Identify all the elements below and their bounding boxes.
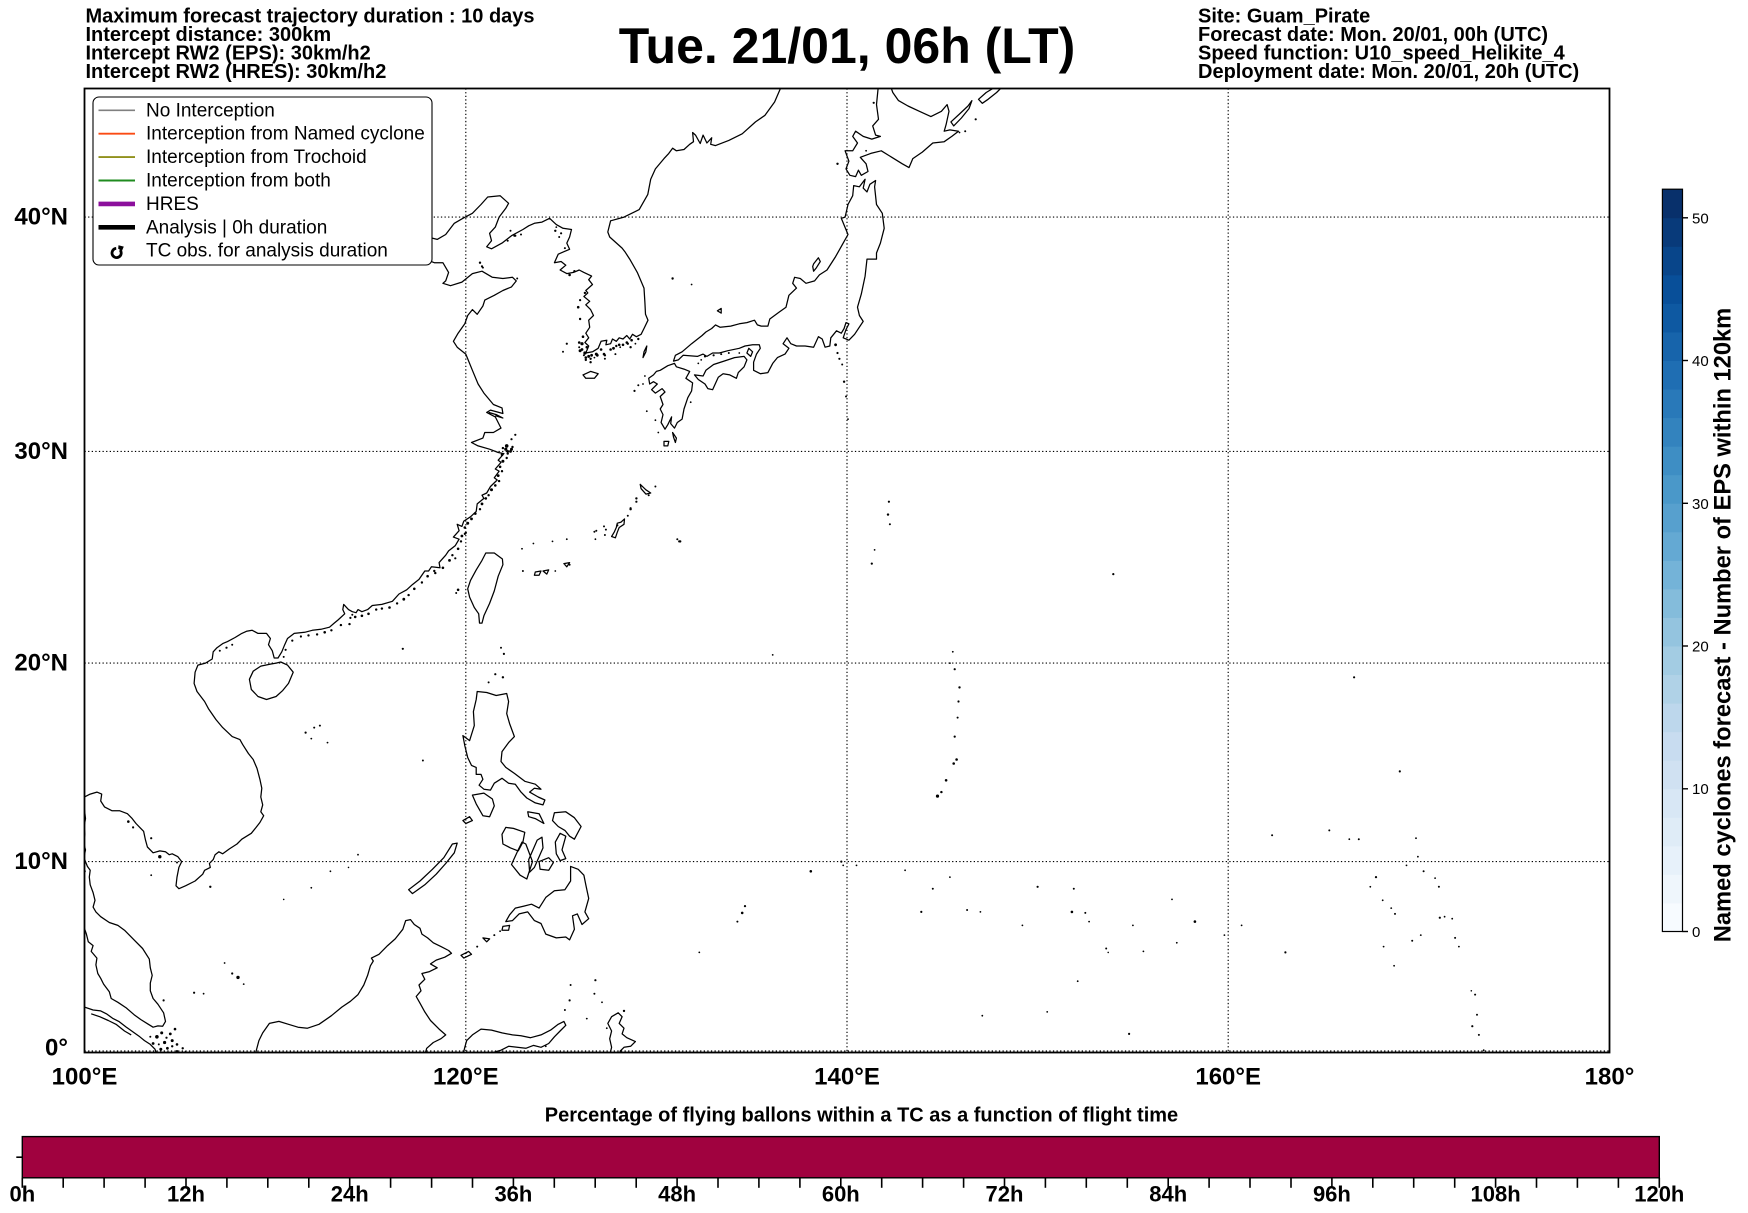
svg-text:Speed function: U10_speed_Heli: Speed function: U10_speed_Helikite_4: [1198, 43, 1566, 65]
svg-text:Site: Guam_Pirate: Site: Guam_Pirate: [1198, 5, 1370, 27]
svg-text:Intercept RW2 (EPS): 30km/h2: Intercept RW2 (EPS): 30km/h2: [86, 43, 371, 65]
svg-text:10°N: 10°N: [14, 848, 68, 875]
svg-text:0: 0: [1692, 924, 1700, 941]
svg-text:120h: 120h: [1634, 1182, 1684, 1207]
svg-text:24h: 24h: [331, 1182, 369, 1207]
svg-text:40: 40: [1692, 353, 1709, 370]
svg-text:Interception from both: Interception from both: [146, 171, 331, 192]
svg-text:48h: 48h: [658, 1182, 696, 1207]
svg-text:10: 10: [1692, 781, 1709, 798]
svg-text:HRES: HRES: [146, 194, 199, 215]
svg-text:Maximum forecast trajectory du: Maximum forecast trajectory duration : 1…: [86, 5, 535, 27]
svg-text:Deployment date: Mon. 20/01, 2: Deployment date: Mon. 20/01, 20h (UTC): [1198, 61, 1579, 83]
svg-text:108h: 108h: [1471, 1182, 1521, 1207]
svg-text:36h: 36h: [494, 1182, 532, 1207]
svg-text:96h: 96h: [1313, 1182, 1351, 1207]
svg-text:100°E: 100°E: [52, 1064, 118, 1091]
svg-text:Named cyclones forecast - Numb: Named cyclones forecast - Number of EPS …: [1711, 308, 1737, 943]
svg-text:Forecast date: Mon. 20/01, 00h: Forecast date: Mon. 20/01, 00h (UTC): [1198, 24, 1548, 46]
svg-text:140°E: 140°E: [814, 1064, 880, 1091]
svg-text:72h: 72h: [986, 1182, 1024, 1207]
svg-text:30: 30: [1692, 496, 1709, 513]
svg-text:Percentage of flying ballons w: Percentage of flying ballons within a TC…: [545, 1105, 1178, 1127]
svg-text:Intercept RW2 (HRES): 30km/h2: Intercept RW2 (HRES): 30km/h2: [86, 61, 387, 83]
svg-text:Intercept distance: 300km: Intercept distance: 300km: [86, 24, 332, 46]
svg-text:60h: 60h: [822, 1182, 860, 1207]
svg-text:TC obs. for analysis duration: TC obs. for analysis duration: [146, 241, 388, 262]
svg-text:20: 20: [1692, 639, 1709, 656]
svg-text:0°: 0°: [45, 1035, 68, 1062]
svg-text:0h: 0h: [9, 1182, 35, 1207]
svg-text:50: 50: [1692, 210, 1709, 227]
svg-text:160°E: 160°E: [1195, 1064, 1261, 1091]
svg-text:Interception from Trochoid: Interception from Trochoid: [146, 147, 367, 168]
svg-text:180°: 180°: [1585, 1064, 1635, 1091]
svg-text:Analysis | 0h duration: Analysis | 0h duration: [146, 217, 327, 238]
svg-text:Tue. 21/01, 06h (LT): Tue. 21/01, 06h (LT): [619, 18, 1076, 74]
svg-text:20°N: 20°N: [14, 650, 68, 677]
svg-text:12h: 12h: [167, 1182, 205, 1207]
svg-text:Interception from Named cyclon: Interception from Named cyclone: [146, 124, 425, 145]
svg-text:30°N: 30°N: [14, 438, 68, 465]
svg-text:40°N: 40°N: [14, 204, 68, 231]
svg-text:84h: 84h: [1149, 1182, 1187, 1207]
svg-text:No Interception: No Interception: [146, 100, 275, 121]
svg-text:120°E: 120°E: [433, 1064, 499, 1091]
